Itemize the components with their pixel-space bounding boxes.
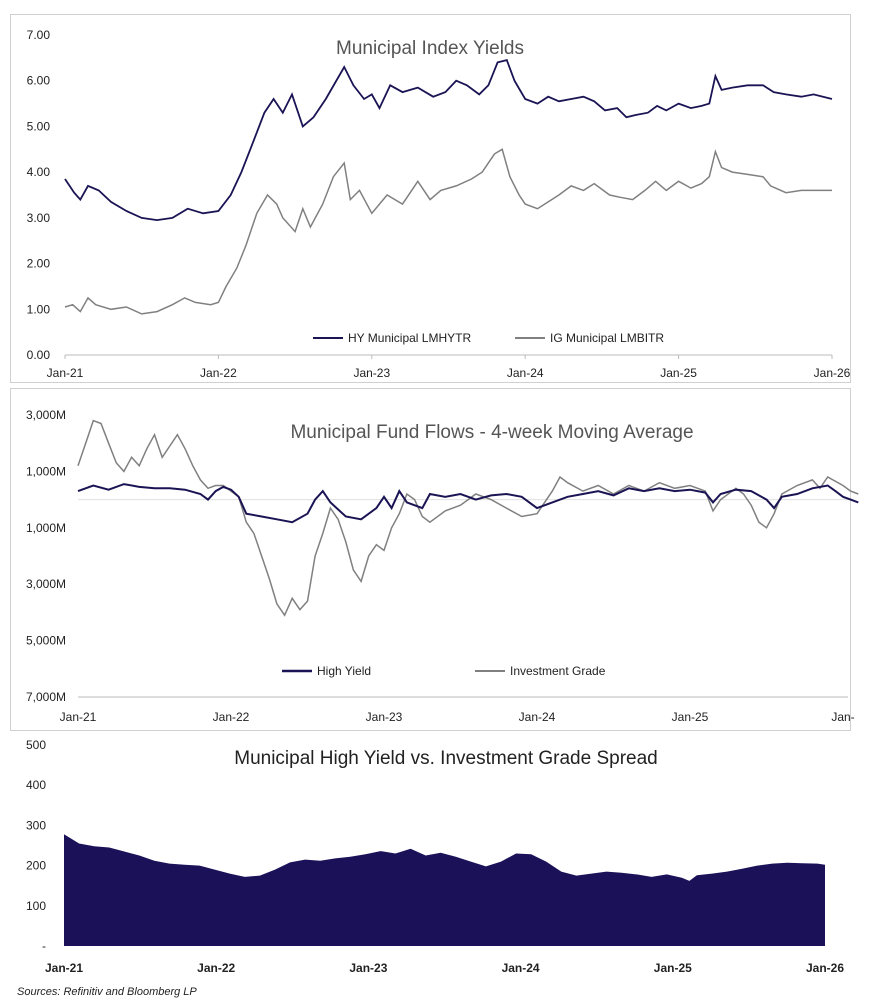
x-tick-label: Jan-21: [47, 366, 84, 380]
y-tick-label: 3,000M: [26, 408, 66, 422]
x-tick-label: Jan-25: [672, 710, 709, 724]
y-tick-label: 4.00: [27, 165, 51, 179]
x-tick-label: Jan-24: [507, 366, 544, 380]
chart-title: Municipal Fund Flows - 4-week Moving Ave…: [290, 422, 693, 443]
x-tick-label: Jan-24: [502, 961, 540, 975]
flows-panel-frame: [10, 388, 851, 731]
x-tick-label: Jan-22: [213, 710, 250, 724]
y-tick-label: 0.00: [27, 348, 51, 362]
x-tick-label: Jan-22: [200, 366, 237, 380]
y-tick-label: 300: [26, 818, 46, 832]
sources-note: Sources: Refinitiv and Bloomberg LP: [17, 986, 197, 998]
series-line-high-yield: [77, 483, 859, 524]
series-line-ig: [64, 148, 832, 315]
y-tick-label: 200: [26, 859, 46, 873]
x-tick-label: Jan-23: [353, 366, 390, 380]
legend-label-hy: HY Municipal LMHYTR: [348, 331, 471, 345]
y-tick-label: 6.00: [27, 74, 51, 88]
x-tick-label: Jan-25: [654, 961, 692, 975]
y-tick-label: -: [42, 939, 46, 953]
y-tick-label: 1.00: [27, 302, 51, 316]
y-tick-label: 100: [26, 899, 46, 913]
spread-chart: - 100 200 300 400 500 Municipal High Yield vs.…: [26, 738, 844, 975]
x-tick-label: Jan-25: [660, 366, 697, 380]
y-tick-label: 1,000M: [26, 464, 66, 478]
series-line-hy: [64, 59, 833, 222]
legend-label-high-yield: High Yield: [317, 664, 371, 678]
yields-chart: 0.00 1.00 2.00 3.00 4.00 5.00 6.00 7.00 Jan-21 Ja…: [27, 28, 851, 380]
y-tick-label: 5.00: [27, 119, 51, 133]
x-tick-label: Jan-21: [60, 710, 97, 724]
y-tick-label: 2.00: [27, 257, 51, 271]
series-line-investment-grade: [77, 419, 859, 617]
y-tick-label: 3.00: [27, 211, 51, 225]
y-tick-label: 3,000M: [26, 577, 66, 591]
x-tick-label: Jan-26: [814, 366, 851, 380]
x-tick-label: Jan-23: [366, 710, 403, 724]
legend-label-ig: IG Municipal LMBITR: [550, 331, 664, 345]
x-tick-label: Jan-21: [45, 961, 83, 975]
chart-title: Municipal Index Yields: [336, 38, 524, 59]
y-tick-label: 7,000M: [26, 690, 66, 704]
y-tick-label: 500: [26, 738, 46, 752]
x-tick-label: Jan-26: [806, 961, 844, 975]
spread-area: [64, 834, 825, 946]
x-tick-label: Jan-22: [197, 961, 235, 975]
chart-title: Municipal High Yield vs. Investment Grad…: [234, 748, 658, 769]
x-tick-label: Jan-: [831, 710, 854, 724]
y-tick-label: 5,000M: [26, 634, 66, 648]
x-tick-label: Jan-24: [519, 710, 556, 724]
flows-chart: 3,000M 1,000M 1,000M 3,000M 5,000M 7,000M Jan-…: [26, 408, 859, 724]
yields-panel-frame: [10, 14, 851, 383]
legend-label-investment-grade: Investment Grade: [510, 664, 606, 678]
y-tick-label: 7.00: [27, 28, 51, 42]
x-tick-label: Jan-23: [349, 961, 387, 975]
y-tick-label: 1,000M: [26, 521, 66, 535]
y-tick-label: 400: [26, 778, 46, 792]
